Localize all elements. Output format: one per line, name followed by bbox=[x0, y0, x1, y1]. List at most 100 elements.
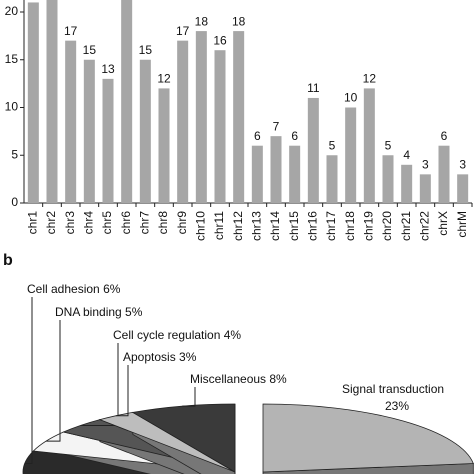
x-tick-label: chr3 bbox=[63, 211, 77, 235]
x-tick-label: chr21 bbox=[399, 211, 413, 241]
slice-name: Apoptosis bbox=[123, 350, 179, 364]
x-tick-label: chrX bbox=[436, 211, 450, 236]
bar bbox=[83, 59, 95, 203]
leader-line bbox=[24, 297, 33, 464]
value-label: 18 bbox=[232, 14, 246, 28]
bar bbox=[65, 40, 77, 204]
x-tick-label: chr10 bbox=[194, 211, 208, 241]
x-tick-label: chr14 bbox=[268, 211, 282, 241]
value-label: 6 bbox=[291, 129, 298, 143]
slice-label: Apoptosis 3% bbox=[123, 350, 197, 364]
x-tick-label: chr4 bbox=[82, 211, 96, 235]
bar bbox=[419, 174, 431, 203]
slice-value: 6% bbox=[103, 282, 121, 296]
y-tick-label: 0 bbox=[11, 195, 18, 209]
bar bbox=[46, 0, 58, 203]
bar bbox=[270, 136, 282, 203]
x-tick-label: chr17 bbox=[324, 211, 338, 241]
x-tick-label: chrM bbox=[455, 211, 469, 238]
leader-line bbox=[80, 343, 119, 426]
x-tick-label: chr12 bbox=[231, 211, 245, 241]
bar bbox=[233, 31, 245, 203]
bar bbox=[195, 31, 207, 203]
value-label: 15 bbox=[83, 43, 97, 57]
x-tick-label: chr18 bbox=[343, 211, 357, 241]
value-label: 12 bbox=[157, 72, 171, 86]
panel-label: b bbox=[3, 252, 13, 269]
value-label: 13 bbox=[101, 62, 115, 76]
x-tick-label: chr9 bbox=[175, 211, 189, 235]
x-tick-label: chr20 bbox=[380, 211, 394, 241]
y-tick-label: 15 bbox=[5, 52, 19, 66]
value-label: 11 bbox=[307, 81, 320, 95]
bar bbox=[251, 145, 263, 203]
slice-label: Miscellaneous 8% bbox=[190, 372, 287, 386]
slice-name: DNA binding bbox=[55, 305, 125, 319]
value-label: 3 bbox=[422, 158, 429, 172]
slice-name: Cell cycle regulation bbox=[113, 328, 224, 342]
bar bbox=[363, 88, 375, 203]
slice-value: 23% bbox=[385, 399, 409, 413]
y-tick-label: 5 bbox=[11, 147, 18, 161]
slice-label: Cell cycle regulation 4% bbox=[113, 328, 241, 342]
leader-line bbox=[46, 320, 61, 442]
value-label: 17 bbox=[64, 24, 78, 38]
slice-value: 3% bbox=[179, 350, 197, 364]
x-tick-label: chr2 bbox=[44, 211, 58, 235]
slice-value: 5% bbox=[125, 305, 143, 319]
y-tick-label: 10 bbox=[5, 100, 19, 114]
slice-label: Signal transduction 23% bbox=[342, 382, 444, 413]
x-tick-label: chr8 bbox=[156, 211, 170, 235]
bar bbox=[177, 40, 189, 204]
bar bbox=[438, 145, 450, 203]
bar bbox=[382, 155, 394, 203]
value-label: 5 bbox=[385, 138, 392, 152]
slice-name: Signal transduction bbox=[342, 382, 444, 396]
bar bbox=[27, 2, 39, 204]
value-label: 6 bbox=[441, 129, 448, 143]
value-label: 3 bbox=[459, 158, 466, 172]
x-tick-label: chr16 bbox=[306, 211, 320, 241]
bar bbox=[289, 145, 301, 203]
x-tick-label: chr7 bbox=[138, 211, 152, 235]
value-label: 16 bbox=[213, 33, 227, 47]
bar bbox=[457, 174, 469, 203]
bar bbox=[345, 107, 357, 203]
bar bbox=[214, 50, 226, 204]
bar bbox=[158, 88, 170, 203]
leader-line bbox=[182, 387, 196, 407]
value-label: 17 bbox=[176, 24, 190, 38]
x-tick-label: chr11 bbox=[212, 211, 226, 240]
value-label: 6 bbox=[254, 129, 261, 143]
x-tick-label: chr22 bbox=[418, 211, 432, 241]
leader-line bbox=[115, 365, 129, 417]
value-label: 4 bbox=[403, 148, 410, 162]
slice-value: 4% bbox=[224, 328, 242, 342]
x-tick-label: chr6 bbox=[119, 211, 133, 235]
bar bbox=[139, 59, 151, 203]
bar bbox=[102, 78, 114, 203]
value-label: 15 bbox=[139, 43, 153, 57]
slice-label: DNA binding 5% bbox=[55, 305, 143, 319]
slice-name: Miscellaneous bbox=[190, 372, 269, 386]
x-tick-label: chr5 bbox=[100, 211, 114, 235]
y-tick-label: 20 bbox=[5, 4, 19, 18]
value-label: 5 bbox=[329, 138, 336, 152]
slice-label: Cell adhesion 6% bbox=[27, 282, 121, 296]
value-label: 10 bbox=[344, 91, 358, 105]
bar bbox=[307, 97, 319, 203]
x-tick-label: chr19 bbox=[362, 211, 376, 241]
slice-value: 8% bbox=[269, 372, 287, 386]
pie-slice bbox=[262, 403, 474, 473]
x-tick-label: chr13 bbox=[250, 211, 264, 241]
bar bbox=[326, 155, 338, 203]
x-tick-label: chr1 bbox=[26, 211, 40, 235]
value-label: 18 bbox=[195, 14, 209, 28]
x-tick-label: chr15 bbox=[287, 211, 301, 241]
bar bbox=[121, 0, 133, 203]
value-label: 7 bbox=[273, 119, 280, 133]
bar bbox=[401, 164, 413, 203]
slice-name: Cell adhesion bbox=[27, 282, 103, 296]
value-label: 12 bbox=[363, 72, 377, 86]
